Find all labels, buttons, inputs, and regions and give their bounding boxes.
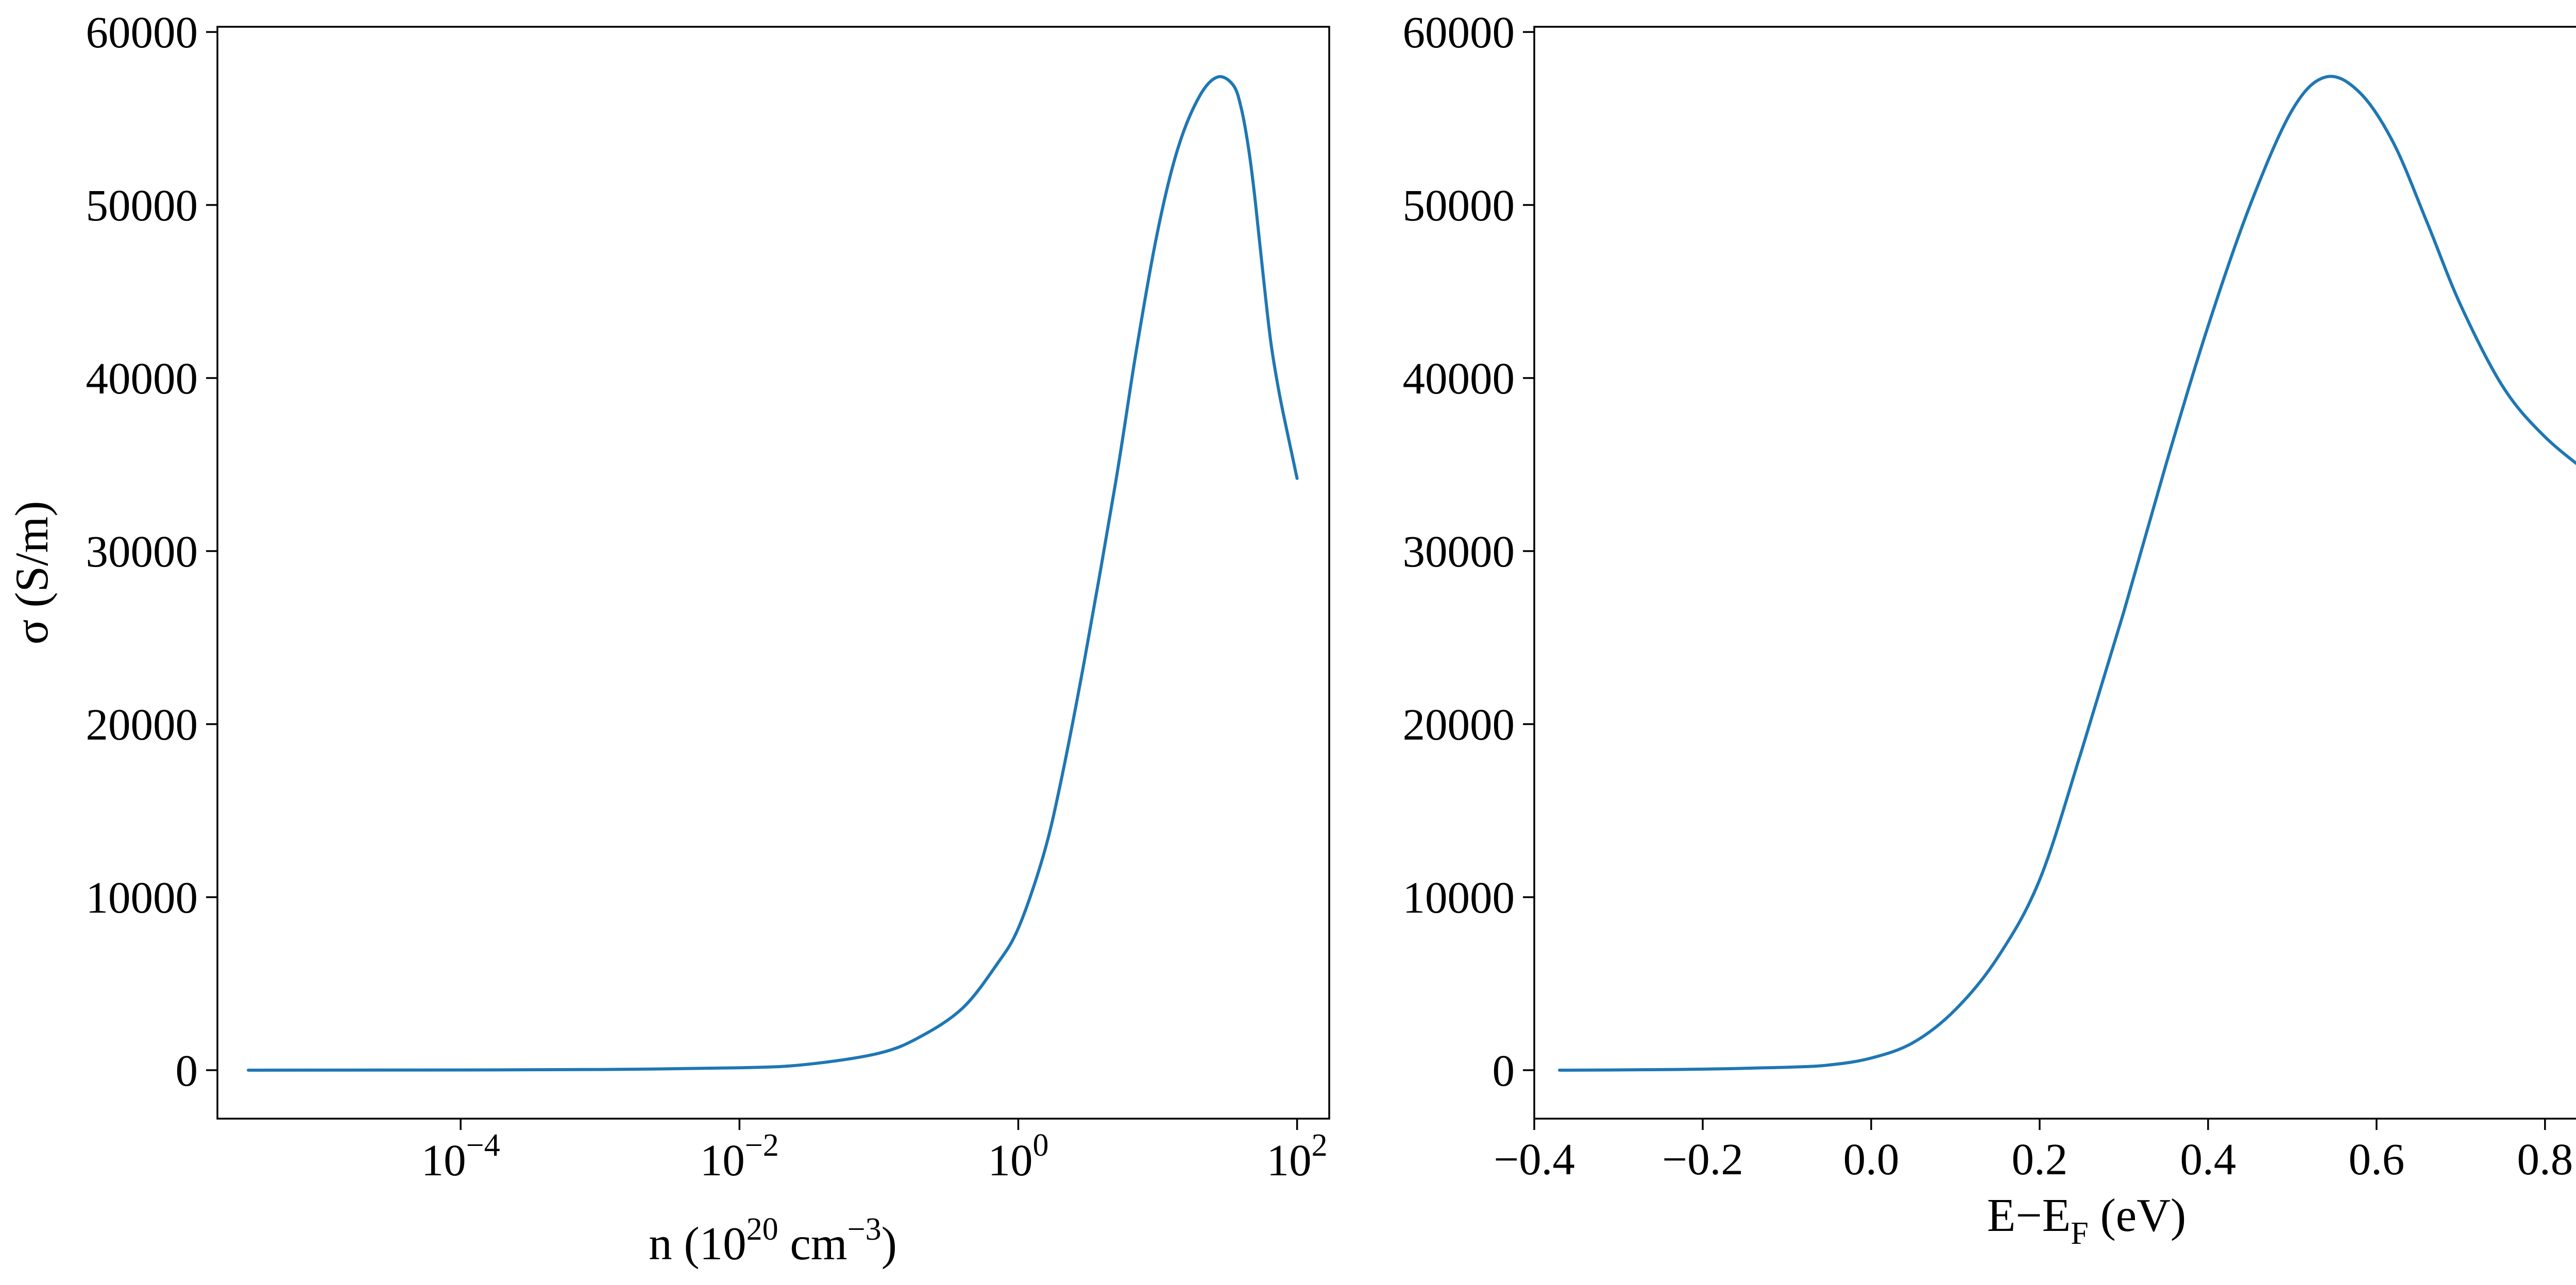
y-tick-label: 10000: [86, 872, 198, 922]
y-tick-label: 60000: [1403, 7, 1515, 57]
x-tick-label: 10−4: [421, 1128, 500, 1185]
x-tick-exponent: −2: [745, 1128, 779, 1163]
x-tick-label: −0.4: [1494, 1134, 1575, 1184]
plot-frame: [1533, 26, 2576, 1120]
conductivity-curve: [247, 75, 1299, 1072]
x-tick-base: 10: [1267, 1135, 1312, 1185]
y-tick-label: 30000: [86, 526, 198, 576]
x-tick-exponent: −4: [466, 1128, 500, 1163]
x-tick-label: 0.4: [2180, 1134, 2236, 1184]
x-axis-label: E−EF (eV): [1987, 1189, 2186, 1251]
y-tick-label: 60000: [86, 7, 198, 57]
y-tick-label: 40000: [86, 353, 198, 403]
y-axis-ticks: 0 10000 20000 30000 40000 50000 60000: [86, 7, 217, 1095]
x-tick-label: −0.2: [1662, 1134, 1743, 1184]
x-tick-base: 10: [421, 1135, 466, 1185]
y-axis-ticks: 0 10000 20000 30000 40000 50000 60000: [1403, 7, 1534, 1095]
x-tick-label: 10−2: [700, 1128, 779, 1185]
x-tick-label: 0.0: [1843, 1134, 1900, 1184]
x-tick-base: 10: [700, 1135, 745, 1185]
x-tick-label: 0.8: [2517, 1134, 2573, 1184]
y-tick-label: 30000: [1403, 526, 1515, 576]
x-tick-base: 10: [988, 1135, 1032, 1185]
x-tick-exponent: 0: [1032, 1128, 1048, 1163]
x-tick-label: 102: [1267, 1128, 1328, 1185]
x-axis-ticks: 10−4 10−2 100 102: [421, 1119, 1328, 1185]
x-tick-label: 0.6: [2348, 1134, 2404, 1184]
y-tick-label: 20000: [86, 699, 198, 749]
y-tick-label: 0: [1493, 1046, 1515, 1095]
y-tick-label: 0: [176, 1046, 198, 1095]
y-tick-label: 50000: [1403, 180, 1515, 230]
plot-frame: [216, 26, 1330, 1120]
y-tick-label: 10000: [1403, 872, 1515, 922]
y-axis-label: σ (S/m): [6, 501, 58, 644]
x-tick-exponent: 2: [1312, 1128, 1328, 1163]
y-tick-label: 40000: [1403, 353, 1515, 403]
y-tick-label: 20000: [1403, 699, 1515, 749]
conductivity-vs-energy-panel: 0 10000 20000 30000 40000 50000 60000 −0.4 −0.2…: [1403, 7, 2576, 1251]
x-tick-label: 0.2: [2012, 1134, 2068, 1184]
x-axis-label: n (1020 cm−3): [649, 1212, 897, 1270]
x-tick-label: 100: [988, 1128, 1048, 1185]
y-tick-label: 50000: [86, 180, 198, 230]
x-axis-ticks: −0.4 −0.2 0.0 0.2 0.4 0.6 0.8: [1494, 1119, 2573, 1184]
conductivity-curve: [1558, 75, 2576, 1072]
